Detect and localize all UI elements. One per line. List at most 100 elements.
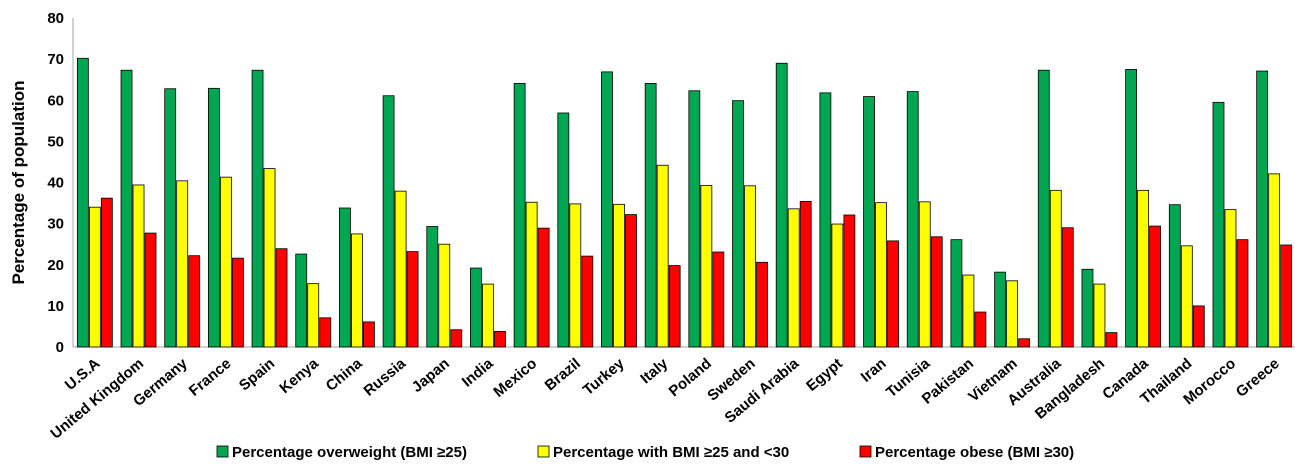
bar (930, 236, 943, 348)
x-tick-label: India (459, 355, 497, 391)
x-tick-label: Saudi Arabia (722, 355, 803, 427)
bar (132, 184, 145, 348)
x-tick-label: Greece (1233, 355, 1283, 401)
legend-swatch (216, 445, 229, 458)
bars (76, 57, 1293, 348)
bar (557, 112, 570, 348)
bar (76, 57, 89, 348)
bar (1212, 101, 1225, 348)
bar (339, 207, 351, 348)
bar (744, 185, 756, 348)
bar (251, 69, 264, 348)
bar (88, 206, 101, 348)
y-tick-label: 80 (47, 10, 64, 27)
bar (231, 257, 244, 348)
bar (863, 96, 875, 348)
bar (188, 255, 201, 348)
bar (831, 223, 844, 348)
bar (700, 184, 713, 348)
bar (950, 239, 963, 348)
bar (994, 271, 1006, 348)
bar (319, 317, 332, 348)
bar (207, 87, 220, 348)
bar (525, 201, 538, 348)
bar (613, 203, 625, 348)
bar (1081, 268, 1094, 348)
bar (1049, 189, 1062, 348)
bar (494, 330, 506, 348)
legend: Percentage overweight (BMI ≥25) Percentag… (216, 444, 1074, 461)
bar (144, 232, 157, 348)
x-tick-label: Italy (637, 355, 671, 388)
legend-swatch (859, 445, 872, 458)
bar (1256, 70, 1269, 348)
bar (176, 180, 189, 348)
bar (1093, 283, 1106, 348)
y-tick-label: 60 (47, 92, 64, 109)
bar (351, 233, 363, 348)
bar (843, 214, 856, 348)
bar (513, 82, 526, 348)
x-tick-label: Spain (236, 355, 278, 394)
x-tick-label: Brazil (542, 355, 584, 394)
bar (756, 261, 768, 348)
bar (363, 321, 375, 348)
y-tick-label: 70 (47, 51, 64, 68)
x-tick-label: Russia (361, 355, 410, 400)
bar (164, 88, 177, 348)
x-tick-label: Egypt (803, 355, 846, 395)
bar (394, 190, 407, 348)
bar (1061, 227, 1074, 348)
bar (875, 202, 887, 348)
bar (219, 176, 232, 348)
bar (1280, 244, 1293, 348)
bar (918, 201, 931, 348)
bar (656, 164, 669, 348)
legend-label: Percentage obese (BMI ≥30) (875, 444, 1074, 461)
x-tick-label: France (186, 355, 235, 400)
bar (906, 91, 919, 348)
bar (1224, 209, 1237, 348)
x-tick-label: Japan (409, 355, 453, 396)
bar (1125, 69, 1138, 348)
bar (1168, 204, 1181, 348)
bar (1192, 305, 1205, 348)
y-tick-label: 20 (47, 257, 64, 274)
bar (482, 283, 494, 348)
legend-swatch (537, 445, 550, 458)
bar (537, 227, 550, 348)
bar (819, 92, 832, 348)
x-tick-label: Turkey (580, 355, 628, 399)
bar (668, 265, 681, 348)
bar (787, 208, 800, 348)
y-tick-label: 0 (56, 339, 64, 356)
y-axis-ticks: 0 10 20 30 40 50 60 70 80 (47, 10, 64, 356)
bar (1037, 69, 1050, 348)
bar (887, 240, 899, 348)
y-tick-label: 40 (47, 175, 64, 192)
x-tick-label: Mexico (490, 355, 540, 401)
bar (470, 267, 482, 348)
bar (1236, 239, 1249, 348)
bar (625, 214, 637, 348)
bar (688, 90, 701, 348)
bar (581, 255, 594, 348)
bar (1018, 338, 1030, 348)
bar (120, 69, 133, 348)
bar (450, 329, 463, 348)
y-tick-label: 30 (47, 216, 64, 233)
x-tick-label: Iran (858, 355, 890, 386)
y-axis-title: Percentage of population (9, 80, 28, 284)
bar (382, 95, 395, 348)
bar (295, 253, 308, 348)
legend-label: Percentage with BMI ≥25 and <30 (553, 444, 789, 461)
bar (732, 100, 744, 348)
bar (1268, 173, 1281, 348)
y-tick-label: 50 (47, 133, 64, 150)
y-tick-label: 10 (47, 298, 64, 315)
bar (1105, 332, 1118, 348)
bar (438, 243, 451, 348)
bar (712, 251, 725, 348)
